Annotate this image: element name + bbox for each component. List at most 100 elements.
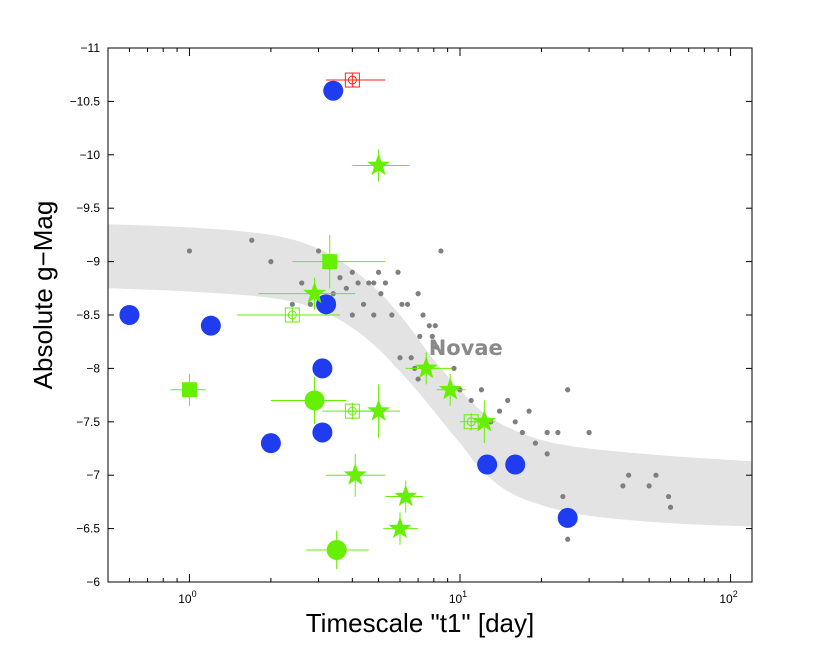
data-point	[451, 365, 457, 371]
data-point	[626, 472, 632, 478]
data-point	[366, 280, 372, 286]
novae-dot	[586, 429, 592, 436]
novae-dot	[496, 408, 503, 414]
novae-dot	[432, 323, 438, 329]
y-tick-label: −10.5	[70, 94, 101, 108]
data-point	[289, 301, 295, 307]
data-point	[323, 80, 344, 101]
data-point	[544, 429, 550, 436]
novae-dot	[532, 440, 539, 446]
data-point	[375, 269, 382, 275]
open-circle-marker	[347, 75, 357, 85]
data-point	[468, 397, 474, 404]
axis-layer: −11 −10.5 −10 −9.5 −9 −8.5 −8 −7.5 −7 −6.5 −6 100 10…	[70, 41, 752, 606]
novae-dot	[526, 408, 532, 414]
novae-dot	[315, 248, 322, 254]
data-point	[307, 301, 314, 307]
data-point	[399, 301, 405, 307]
series-green-squares	[170, 234, 386, 406]
data-point	[371, 280, 377, 286]
data-point	[505, 454, 526, 475]
data-point	[429, 333, 435, 339]
data-point	[519, 429, 525, 436]
data-point	[432, 323, 438, 329]
circle-marker	[323, 80, 344, 101]
data-point	[438, 248, 444, 254]
data-point	[667, 504, 674, 510]
novae-dot	[417, 333, 423, 339]
circle-marker	[557, 507, 578, 528]
data-point	[620, 483, 626, 489]
open-square-marker	[284, 307, 300, 323]
novae-dot	[382, 280, 389, 286]
novae-dot	[451, 365, 457, 371]
data-point	[408, 355, 414, 361]
circle-marker	[119, 305, 140, 325]
novae-dot	[505, 397, 511, 404]
data-point	[665, 493, 672, 500]
data-point	[526, 408, 532, 414]
y-tick-label: −9	[86, 255, 100, 269]
square-marker	[181, 382, 197, 398]
novae-dot	[249, 237, 255, 243]
data-point	[299, 280, 305, 286]
novae-dot	[186, 248, 193, 254]
data-marks-layer	[119, 72, 674, 570]
y-tick-label: −9.5	[76, 201, 100, 215]
data-point	[405, 352, 452, 385]
star-marker	[367, 153, 390, 176]
series-green-circles	[270, 376, 369, 570]
series-red-open-square	[326, 72, 386, 88]
data-point	[322, 402, 379, 420]
data-point	[326, 453, 386, 497]
novae-dot	[560, 493, 566, 500]
open-circle-marker	[466, 417, 476, 427]
open-square-marker	[463, 414, 479, 430]
star-marker	[343, 463, 367, 485]
data-point	[565, 536, 571, 542]
novae-dot	[389, 312, 395, 318]
data-point	[555, 429, 561, 436]
novae-dot	[378, 291, 384, 297]
novae-dot	[397, 355, 403, 361]
novae-dot	[375, 269, 382, 275]
novae-dot	[478, 387, 485, 393]
data-point	[237, 307, 340, 323]
novae-dot	[307, 301, 314, 307]
data-point	[360, 301, 367, 307]
y-axis-title: Absolute g−Mag	[28, 201, 58, 390]
data-point	[383, 512, 419, 545]
circle-marker	[200, 315, 221, 336]
series-blue-circles	[119, 80, 578, 528]
circle-marker	[477, 454, 498, 475]
y-tick-label: −7.5	[76, 415, 100, 429]
novae-dot	[544, 429, 550, 436]
data-point	[560, 493, 566, 500]
data-point	[349, 312, 355, 318]
data-point	[119, 305, 140, 325]
novae-dot	[408, 355, 414, 361]
open-square-marker	[344, 72, 360, 88]
novae-dot	[555, 429, 561, 436]
circle-marker	[260, 433, 281, 454]
x-tick-label: 102	[719, 589, 737, 606]
novae-dot	[426, 323, 432, 329]
data-point	[565, 387, 571, 393]
star-marker	[472, 409, 496, 432]
data-point	[186, 248, 193, 254]
novae-dot	[349, 269, 355, 275]
novae-dot	[544, 451, 550, 457]
data-point	[349, 269, 355, 275]
novae-dot	[429, 333, 435, 339]
open-circle-marker	[347, 406, 357, 416]
y-tick-label: −10	[80, 148, 101, 162]
y-tick-label: −8.5	[76, 308, 100, 322]
x-tick-label: 100	[178, 589, 196, 606]
data-point	[532, 440, 539, 446]
novae-dot	[438, 248, 444, 254]
data-point	[371, 312, 377, 318]
novae-dot	[360, 301, 367, 307]
novae-dot	[667, 504, 674, 510]
data-point	[258, 277, 356, 310]
